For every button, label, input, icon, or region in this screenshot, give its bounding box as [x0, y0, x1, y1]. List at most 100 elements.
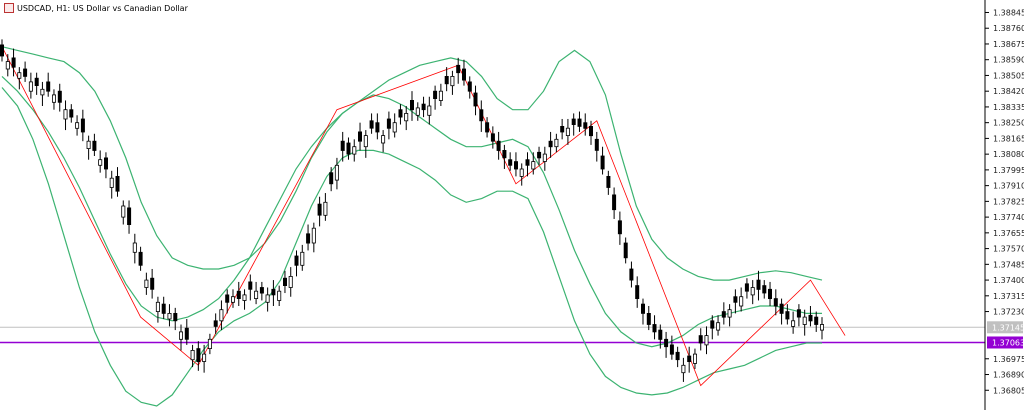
price-tick-label: 1.38165	[993, 134, 1024, 143]
candle-body-bearish	[92, 140, 97, 151]
chart-type-icon[interactable]	[4, 3, 14, 13]
price-tick-label: 1.38590	[993, 56, 1024, 65]
candle-body-bearish	[115, 175, 120, 192]
candle	[311, 222, 316, 253]
candle-body-bullish	[404, 113, 409, 122]
candle-body-bearish	[173, 312, 178, 322]
candle-body-bearish	[329, 172, 334, 185]
candle-body-bullish	[277, 290, 282, 301]
candle	[404, 106, 409, 131]
candle-body-bullish	[334, 164, 339, 181]
candle-body-bearish	[225, 294, 230, 303]
candle	[69, 104, 74, 123]
candle	[542, 146, 547, 171]
candle	[115, 167, 120, 197]
candle-body-bearish	[652, 324, 657, 333]
candle	[259, 281, 264, 301]
candle-body-bullish	[352, 146, 357, 155]
candle	[52, 89, 57, 110]
candle-body-bearish	[409, 100, 414, 111]
candle-body-bullish	[52, 94, 57, 103]
candle-body-bullish	[450, 76, 455, 87]
candle	[46, 72, 51, 97]
candle-body-bearish	[496, 140, 501, 151]
candle	[571, 113, 576, 136]
price-tick-label: 1.37400	[993, 276, 1024, 285]
candle-body-bullish	[167, 312, 172, 320]
candle	[652, 315, 657, 340]
symbol-title: USDCAD, H1: US Dollar vs Canadian Dollar	[4, 3, 188, 13]
candle-body-bullish	[519, 168, 524, 177]
candle	[178, 324, 183, 351]
candle-body-bullish	[311, 227, 316, 244]
candle-body-bearish	[629, 268, 634, 281]
candle	[675, 346, 680, 368]
candle-body-bearish	[669, 344, 674, 355]
candle-body-bearish	[490, 133, 495, 142]
candle	[150, 268, 155, 299]
candle-body-bullish	[242, 294, 247, 301]
price-level-tag[interactable]: 1.37063	[987, 336, 1024, 349]
candle	[606, 170, 611, 195]
candle	[392, 113, 397, 138]
candle	[733, 289, 738, 314]
price-tick-label: 1.37570	[993, 245, 1024, 254]
candle-body-bearish	[34, 77, 39, 86]
candle-body-bullish	[554, 138, 559, 148]
candle	[664, 331, 669, 358]
candle	[346, 137, 351, 160]
candle	[710, 315, 715, 340]
candle	[502, 144, 507, 169]
candle	[173, 307, 178, 331]
candle	[687, 346, 692, 373]
candle	[40, 81, 45, 106]
candle	[225, 289, 230, 314]
candle	[629, 261, 634, 288]
candle-body-bearish	[259, 287, 264, 294]
price-tick-label: 1.37485	[993, 260, 1024, 269]
candle	[155, 296, 160, 323]
candle-body-bullish	[802, 316, 807, 325]
candle-body-bearish	[485, 122, 490, 133]
candle	[352, 139, 357, 162]
candle	[121, 200, 126, 225]
candle-body-bullish	[202, 353, 207, 362]
candle-body-bullish	[565, 127, 570, 136]
candle	[282, 270, 287, 294]
price-tick-label: 1.36805	[993, 386, 1024, 395]
candle	[202, 344, 207, 373]
candle	[219, 300, 224, 331]
candle	[254, 281, 259, 305]
candle-body-bearish	[577, 118, 582, 127]
candle	[190, 344, 195, 368]
candle	[756, 270, 761, 301]
candle-body-bearish	[733, 296, 738, 303]
candle-body-bearish	[306, 233, 311, 244]
candle-body-bearish	[80, 118, 85, 133]
candle	[693, 348, 698, 369]
candle	[698, 328, 703, 351]
candle	[612, 187, 617, 219]
candle	[317, 196, 322, 227]
candle	[727, 304, 732, 327]
candle-body-bearish	[525, 159, 530, 166]
candle-body-bullish	[254, 290, 259, 300]
candle-body-bullish	[155, 301, 160, 312]
candle	[467, 76, 472, 99]
candle	[785, 304, 790, 325]
candle-body-bearish	[612, 194, 617, 211]
price-tick-label: 1.36975	[993, 355, 1024, 364]
candle	[415, 102, 420, 121]
candle-body-bullish	[178, 331, 183, 340]
candle-body-bearish	[756, 279, 761, 290]
candle	[23, 61, 28, 82]
candlestick-series	[0, 39, 825, 382]
candle-body-bearish	[710, 320, 715, 329]
candle	[323, 193, 328, 221]
candle	[433, 85, 438, 110]
candle-body-bullish	[704, 335, 709, 346]
candle-body-bearish	[675, 351, 680, 361]
candle	[577, 111, 582, 132]
candle-body-bearish	[687, 355, 692, 362]
